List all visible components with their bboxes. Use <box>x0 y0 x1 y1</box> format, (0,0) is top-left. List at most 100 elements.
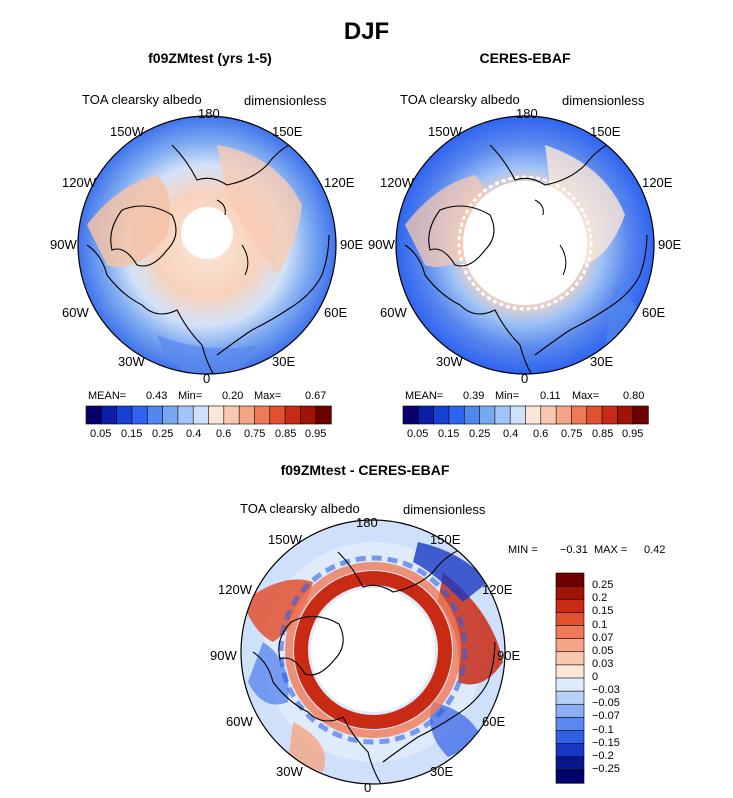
diff-lon-label: 120W <box>218 582 252 597</box>
diff-units-label: dimensionless <box>403 502 486 517</box>
colorbar-swatch <box>555 572 585 587</box>
model-lon-label: 120W <box>62 175 96 190</box>
colorbar-swatch <box>162 405 179 425</box>
diff-colorbar-tick: −0.07 <box>592 710 620 723</box>
diff-lon-label: 0 <box>364 780 372 795</box>
diff-colorbar-tick: 0.1 <box>592 618 608 631</box>
colorbar-swatch <box>586 405 603 425</box>
colorbar-swatch <box>555 717 585 732</box>
model-lon-label: 150W <box>110 124 144 139</box>
model-lon-label: 30W <box>118 354 145 369</box>
diff-polar-missing-region <box>311 588 435 712</box>
model-lon-label: 30E <box>272 354 296 369</box>
obs-lon-label: 60E <box>642 305 666 320</box>
model-mean-value: 0.43 <box>146 390 168 402</box>
diff-colorbar-tick: 0.25 <box>592 579 614 592</box>
colorbar-swatch <box>85 405 103 425</box>
model-polar-missing-region <box>181 207 233 259</box>
model-min-label: Min= <box>178 390 203 402</box>
colorbar-swatch <box>433 405 450 425</box>
colorbar-swatch <box>146 405 164 425</box>
obs-mean-label: MEAN= <box>405 390 444 402</box>
obs-greenland-coastline <box>428 205 495 267</box>
obs-panel-title: CERES-EBAF <box>479 50 571 66</box>
diff-colorbar-tick: 0.07 <box>592 631 614 644</box>
obs-max-value: 0.80 <box>623 390 645 402</box>
diff-colorbar-tick: 0.03 <box>592 657 614 670</box>
obs-lon-label: 150E <box>590 124 621 139</box>
diff-lon-label: 60E <box>482 714 506 729</box>
colorbar-swatch <box>269 405 286 425</box>
obs-map-boundary <box>395 115 655 375</box>
colorbar-swatch <box>494 405 511 425</box>
model-lon-label: 150E <box>272 124 303 139</box>
model-max-label: Max= <box>254 390 282 402</box>
colorbar-swatch <box>192 405 210 425</box>
model-colorbar-tick: 0.6 <box>216 428 232 440</box>
obs-min-value: 0.11 <box>540 390 561 402</box>
colorbar-swatch <box>555 405 573 425</box>
model-colorbar <box>85 405 332 425</box>
colorbar-swatch <box>555 625 585 640</box>
colorbar-swatch <box>555 664 585 679</box>
figure-title: DJF <box>343 18 390 45</box>
colorbar-swatch <box>116 405 133 425</box>
obs-colorbar-tick: 0.15 <box>438 428 460 440</box>
colorbar-swatch <box>555 677 585 692</box>
diff-polar-map <box>240 519 506 785</box>
colorbar-swatch <box>509 405 527 425</box>
diff-greenland-coastline <box>278 615 344 676</box>
colorbar-swatch <box>208 405 225 425</box>
colorbar-swatch <box>463 405 481 425</box>
model-variable-label: TOA clearsky albedo <box>82 92 202 107</box>
model-panel-title: f09ZMtest (yrs 1-5) <box>148 50 272 66</box>
colorbar-swatch <box>101 405 118 425</box>
diff-colorbar <box>555 572 585 784</box>
colorbar-swatch <box>632 405 649 425</box>
colorbar-swatch <box>238 405 256 425</box>
model-max-value: 0.67 <box>305 390 327 402</box>
colorbar-swatch <box>223 405 240 425</box>
model-greenland-coastline <box>110 205 177 267</box>
colorbar-swatch <box>418 405 435 425</box>
model-colorbar-tick: 0.95 <box>305 428 327 440</box>
diff-lon-label: 120E <box>482 582 513 597</box>
model-colorbar-tick: 0.4 <box>186 428 202 440</box>
colorbar-swatch <box>448 405 465 425</box>
obs-polar-missing-region <box>463 181 587 305</box>
obs-lon-label: 60W <box>380 305 407 320</box>
diff-colorbar-tick: −0.1 <box>592 723 614 736</box>
obs-polar-map <box>395 115 655 375</box>
diff-colorbar-tick: 0.2 <box>592 592 608 605</box>
diff-variable-label: TOA clearsky albedo <box>240 501 360 516</box>
colorbar-swatch <box>555 598 585 613</box>
colorbar-swatch <box>555 769 585 784</box>
colorbar-swatch <box>479 405 496 425</box>
obs-lon-label: 120W <box>380 175 414 190</box>
colorbar-swatch <box>617 405 634 425</box>
obs-colorbar-tick: 0.4 <box>503 428 519 440</box>
colorbar-swatch <box>402 405 420 425</box>
colorbar-swatch <box>555 612 585 627</box>
model-colorbar-tick: 0.25 <box>152 428 174 440</box>
obs-lon-label: 0 <box>521 371 529 386</box>
diff-min-value: −0.31 <box>560 544 588 556</box>
model-colorbar-tick: 0.75 <box>244 428 266 440</box>
obs-lon-label: 90E <box>658 237 682 252</box>
diff-max-value: 0.42 <box>644 544 666 556</box>
colorbar-swatch <box>555 651 585 666</box>
diff-colorbar-tick: −0.2 <box>592 749 614 762</box>
model-colorbar-tick: 0.85 <box>275 428 297 440</box>
model-lon-label: 0 <box>203 371 211 386</box>
diff-max-label: MAX = <box>594 544 628 556</box>
model-colorbar-tick: 0.05 <box>90 428 112 440</box>
diff-colorbar-tick: −0.25 <box>592 762 620 775</box>
diff-colorbar-tick: 0.05 <box>592 644 614 657</box>
obs-units-label: dimensionless <box>562 93 645 108</box>
diff-lon-label: 90E <box>497 648 521 663</box>
model-lon-label: 180 <box>198 106 220 121</box>
colorbar-swatch <box>555 730 585 745</box>
obs-min-label: Min= <box>495 390 520 402</box>
obs-lon-label: 90W <box>368 237 395 252</box>
diff-lon-label: 150W <box>268 532 302 547</box>
